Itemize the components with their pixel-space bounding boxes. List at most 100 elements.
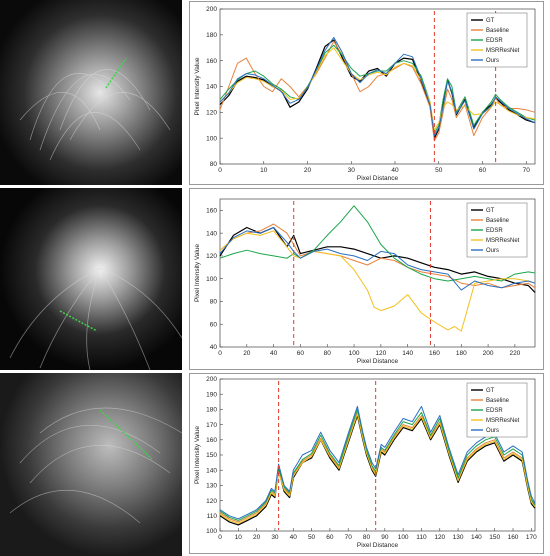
x-tick-label: 10 — [235, 534, 243, 541]
series-line-ours — [219, 227, 536, 291]
x-tick-label: 120 — [375, 350, 386, 357]
y-tick-label: 170 — [206, 422, 217, 429]
series-line-edsr — [219, 205, 536, 282]
y-tick-label: 160 — [206, 58, 217, 65]
profile-line — [105, 57, 127, 89]
x-tick-label: 140 — [471, 534, 482, 541]
x-tick-label: 20 — [243, 350, 251, 357]
y-tick-label: 160 — [206, 208, 217, 215]
x-tick-label: 160 — [508, 534, 519, 541]
y-tick-label: 120 — [206, 498, 217, 505]
y-tick-label: 110 — [207, 513, 218, 520]
legend-label: GT — [486, 18, 495, 24]
profile-line — [59, 310, 98, 332]
x-tick-label: 100 — [349, 350, 360, 357]
series-line-baseline — [219, 223, 536, 289]
y-tick-label: 140 — [206, 84, 217, 91]
y-tick-label: 80 — [210, 161, 218, 168]
legend-label: MSRResNet — [486, 238, 520, 244]
y-tick-label: 40 — [210, 344, 218, 351]
series-line-msrresnet — [219, 413, 536, 524]
x-tick-label: 160 — [429, 350, 440, 357]
x-tick-label: 40 — [290, 534, 298, 541]
series-line-msrresnet — [219, 230, 536, 332]
legend-label: GT — [486, 208, 495, 214]
series-line-ours — [219, 36, 536, 137]
chart-panel-2: 40 60 80 100 120 140 160 0 20 40 60 80 100 120 140 160 1… — [189, 188, 544, 370]
x-tick-label: 50 — [308, 534, 316, 541]
x-tick-label: 80 — [363, 534, 371, 541]
x-tick-label: 30 — [271, 534, 279, 541]
y-axis-label: Pixel Intensity Value — [194, 244, 201, 302]
line-chart-2: 40 60 80 100 120 140 160 0 20 40 60 80 100 120 140 160 1… — [194, 198, 536, 365]
legend-label: MSRResNet — [486, 48, 520, 54]
legend-label: Ours — [486, 58, 499, 64]
x-tick-label: 200 — [483, 350, 494, 357]
y-tick-label: 180 — [206, 32, 217, 39]
x-tick-label: 140 — [402, 350, 413, 357]
x-tick-label: 40 — [270, 350, 278, 357]
y-tick-label: 150 — [206, 452, 217, 459]
legend-label: Baseline — [486, 398, 510, 404]
chart-panel-1: 80 100 120 140 160 180 200 0 10 20 30 40 50 60 70 Pixel… — [189, 1, 544, 185]
profile-line — [99, 409, 153, 460]
x-axis-label: Pixel Distance — [357, 542, 399, 549]
x-tick-label: 220 — [509, 350, 520, 357]
x-tick-label: 180 — [456, 350, 467, 357]
x-tick-label: 110 — [416, 534, 427, 541]
chart-panel-3: 100 110 120 130 140 150 160 170 180 190 200 0 10 20 30… — [189, 373, 544, 554]
x-tick-label: 80 — [324, 350, 332, 357]
legend-label: MSRResNet — [486, 418, 520, 424]
line-chart-3: 100 110 120 130 140 150 160 170 180 190 200 0 10 20 30… — [194, 376, 537, 549]
x-axis-label: Pixel Distance — [357, 175, 399, 182]
x-tick-label: 60 — [297, 350, 305, 357]
y-axis-label: Pixel Intensity Value — [194, 426, 201, 484]
y-tick-label: 120 — [206, 253, 217, 260]
x-tick-label: 170 — [526, 534, 537, 541]
y-tick-label: 130 — [206, 483, 217, 490]
x-tick-label: 60 — [479, 167, 487, 174]
x-tick-label: 0 — [218, 167, 222, 174]
line-chart-1: 80 100 120 140 160 180 200 0 10 20 30 40 50 60 70 Pixel… — [194, 6, 536, 182]
x-tick-label: 60 — [326, 534, 334, 541]
y-tick-label: 60 — [210, 321, 218, 328]
y-tick-label: 200 — [206, 376, 217, 383]
x-tick-label: 130 — [453, 534, 464, 541]
legend-label: EDSR — [486, 228, 503, 234]
y-tick-label: 190 — [206, 391, 217, 398]
y-tick-label: 180 — [206, 407, 217, 414]
legend-label: Baseline — [486, 218, 510, 224]
x-tick-label: 100 — [398, 534, 409, 541]
y-tick-label: 100 — [206, 276, 217, 283]
x-tick-label: 90 — [381, 534, 389, 541]
x-tick-label: 0 — [218, 350, 222, 357]
x-tick-label: 40 — [391, 167, 399, 174]
legend-label: GT — [486, 388, 495, 394]
x-tick-label: 120 — [434, 534, 445, 541]
legend-label: Ours — [486, 248, 499, 254]
x-tick-label: 0 — [218, 534, 222, 541]
y-axis-label: Pixel Intensity Value — [194, 57, 201, 115]
y-tick-label: 80 — [210, 299, 218, 306]
x-tick-label: 50 — [435, 167, 443, 174]
y-tick-label: 200 — [206, 6, 217, 13]
legend-label: EDSR — [486, 38, 503, 44]
y-tick-label: 140 — [206, 230, 217, 237]
x-axis-label: Pixel Distance — [357, 358, 399, 365]
legend-label: Baseline — [486, 28, 510, 34]
x-tick-label: 20 — [304, 167, 312, 174]
y-tick-label: 100 — [206, 528, 217, 535]
legend-label: Ours — [486, 428, 499, 434]
series-line-gt — [219, 414, 536, 526]
solar-image-2 — [0, 188, 182, 370]
x-tick-label: 20 — [253, 534, 261, 541]
x-tick-label: 10 — [260, 167, 268, 174]
solar-image-1 — [0, 0, 182, 185]
legend-label: EDSR — [486, 408, 503, 414]
solar-image-3 — [0, 373, 182, 556]
x-tick-label: 30 — [348, 167, 356, 174]
x-tick-label: 70 — [523, 167, 531, 174]
series-line-baseline — [219, 40, 536, 142]
x-tick-label: 150 — [489, 534, 500, 541]
x-tick-label: 70 — [345, 534, 353, 541]
